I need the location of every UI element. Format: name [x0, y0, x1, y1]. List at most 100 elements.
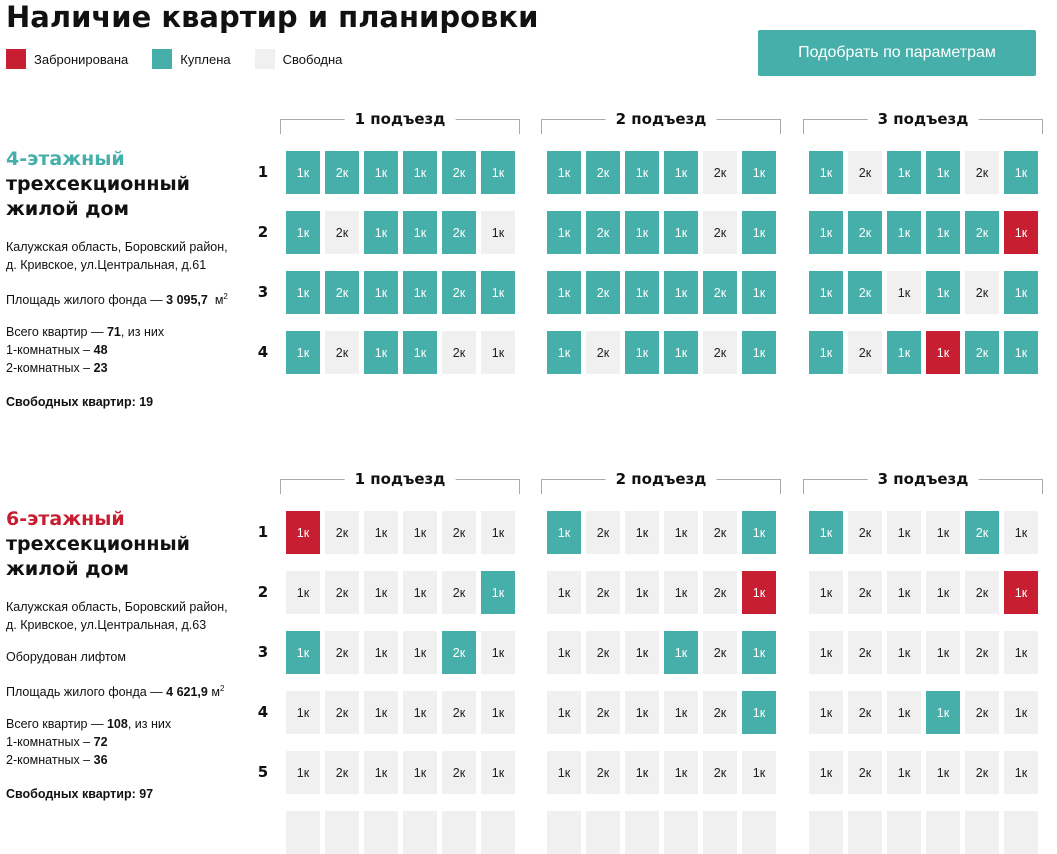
apartment-cell-free[interactable]: 1к — [481, 511, 515, 554]
apartment-cell-free[interactable] — [848, 811, 882, 854]
apartment-cell-free[interactable]: 1к — [887, 691, 921, 734]
apartment-cell-free[interactable]: 1к — [926, 751, 960, 794]
apartment-cell-bought[interactable]: 1к — [1004, 151, 1038, 194]
apartment-cell-free[interactable]: 1к — [547, 571, 581, 614]
apartment-cell-bought[interactable]: 1к — [809, 511, 843, 554]
apartment-cell-bought[interactable]: 1к — [926, 151, 960, 194]
apartment-cell-free[interactable]: 2к — [586, 751, 620, 794]
apartment-cell-bought[interactable]: 1к — [664, 211, 698, 254]
pick-by-parameters-button[interactable]: Подобрать по параметрам — [758, 30, 1036, 76]
apartment-cell-bought[interactable]: 2к — [965, 211, 999, 254]
apartment-cell-free[interactable]: 2к — [848, 691, 882, 734]
apartment-cell-free[interactable]: 1к — [887, 571, 921, 614]
apartment-cell-free[interactable]: 1к — [887, 751, 921, 794]
apartment-cell-free[interactable]: 1к — [887, 271, 921, 314]
apartment-cell-bought[interactable]: 1к — [286, 211, 320, 254]
apartment-cell-free[interactable]: 1к — [664, 751, 698, 794]
apartment-cell-free[interactable]: 1к — [481, 331, 515, 374]
apartment-cell-booked[interactable]: 1к — [742, 571, 776, 614]
apartment-cell-bought[interactable]: 1к — [664, 271, 698, 314]
apartment-cell-free[interactable]: 1к — [664, 511, 698, 554]
apartment-cell-free[interactable]: 1к — [625, 511, 659, 554]
apartment-cell-bought[interactable]: 2к — [586, 211, 620, 254]
apartment-cell-bought[interactable]: 1к — [286, 331, 320, 374]
apartment-cell-free[interactable]: 1к — [481, 691, 515, 734]
apartment-cell-free[interactable]: 1к — [403, 631, 437, 674]
apartment-cell-free[interactable]: 1к — [364, 511, 398, 554]
apartment-cell-bought[interactable]: 1к — [887, 211, 921, 254]
apartment-cell-bought[interactable]: 1к — [809, 331, 843, 374]
apartment-cell-bought[interactable]: 1к — [481, 571, 515, 614]
apartment-cell-bought[interactable]: 1к — [403, 271, 437, 314]
apartment-cell-free[interactable]: 1к — [547, 691, 581, 734]
apartment-cell-free[interactable]: 1к — [364, 691, 398, 734]
apartment-cell-bought[interactable]: 1к — [664, 151, 698, 194]
apartment-cell-bought[interactable]: 2к — [965, 511, 999, 554]
apartment-cell-free[interactable]: 2к — [703, 331, 737, 374]
apartment-cell-booked[interactable]: 1к — [1004, 571, 1038, 614]
apartment-cell-booked[interactable]: 1к — [286, 511, 320, 554]
apartment-cell-free[interactable]: 1к — [809, 631, 843, 674]
apartment-cell-free[interactable] — [364, 811, 398, 854]
apartment-cell-bought[interactable]: 1к — [887, 331, 921, 374]
apartment-cell-bought[interactable]: 1к — [481, 271, 515, 314]
apartment-cell-bought[interactable]: 1к — [809, 211, 843, 254]
apartment-cell-free[interactable]: 1к — [364, 751, 398, 794]
apartment-cell-free[interactable] — [1004, 811, 1038, 854]
apartment-cell-booked[interactable]: 1к — [926, 331, 960, 374]
apartment-cell-free[interactable]: 1к — [664, 691, 698, 734]
apartment-cell-free[interactable] — [403, 811, 437, 854]
apartment-cell-free[interactable]: 1к — [1004, 691, 1038, 734]
apartment-cell-free[interactable]: 2к — [703, 571, 737, 614]
apartment-cell-bought[interactable]: 1к — [664, 631, 698, 674]
apartment-cell-free[interactable]: 2к — [325, 331, 359, 374]
apartment-cell-free[interactable]: 2к — [965, 571, 999, 614]
apartment-cell-free[interactable]: 2к — [965, 631, 999, 674]
apartment-cell-free[interactable] — [965, 811, 999, 854]
apartment-cell-free[interactable] — [742, 811, 776, 854]
apartment-cell-bought[interactable]: 2к — [325, 151, 359, 194]
apartment-cell-bought[interactable]: 1к — [481, 151, 515, 194]
apartment-cell-free[interactable]: 2к — [703, 691, 737, 734]
apartment-cell-bought[interactable]: 1к — [547, 151, 581, 194]
apartment-cell-free[interactable]: 1к — [887, 511, 921, 554]
apartment-cell-bought[interactable]: 1к — [364, 271, 398, 314]
apartment-cell-free[interactable]: 2к — [703, 751, 737, 794]
apartment-cell-bought[interactable]: 1к — [742, 631, 776, 674]
apartment-cell-bought[interactable]: 1к — [742, 511, 776, 554]
apartment-cell-free[interactable]: 1к — [481, 631, 515, 674]
apartment-cell-free[interactable]: 1к — [625, 751, 659, 794]
apartment-cell-free[interactable]: 1к — [403, 571, 437, 614]
apartment-cell-free[interactable]: 2к — [442, 751, 476, 794]
apartment-cell-free[interactable]: 2к — [325, 631, 359, 674]
apartment-cell-free[interactable]: 2к — [586, 571, 620, 614]
apartment-cell-bought[interactable]: 2к — [325, 271, 359, 314]
apartment-cell-free[interactable]: 1к — [286, 751, 320, 794]
apartment-cell-bought[interactable]: 1к — [625, 331, 659, 374]
apartment-cell-free[interactable] — [926, 811, 960, 854]
apartment-cell-bought[interactable]: 1к — [1004, 331, 1038, 374]
apartment-cell-bought[interactable]: 2к — [586, 151, 620, 194]
apartment-cell-free[interactable]: 2к — [965, 691, 999, 734]
apartment-cell-free[interactable] — [887, 811, 921, 854]
apartment-cell-free[interactable]: 2к — [848, 151, 882, 194]
apartment-cell-bought[interactable]: 1к — [403, 211, 437, 254]
apartment-cell-free[interactable]: 1к — [742, 751, 776, 794]
apartment-cell-bought[interactable]: 1к — [364, 211, 398, 254]
apartment-cell-free[interactable]: 2к — [703, 631, 737, 674]
apartment-cell-bought[interactable]: 2к — [703, 271, 737, 314]
apartment-cell-free[interactable]: 1к — [625, 571, 659, 614]
apartment-cell-bought[interactable]: 1к — [926, 271, 960, 314]
apartment-cell-bought[interactable]: 1к — [926, 691, 960, 734]
apartment-cell-booked[interactable]: 1к — [1004, 211, 1038, 254]
apartment-cell-free[interactable]: 1к — [926, 571, 960, 614]
apartment-cell-bought[interactable]: 1к — [742, 211, 776, 254]
apartment-cell-bought[interactable]: 1к — [286, 151, 320, 194]
apartment-cell-free[interactable]: 2к — [848, 631, 882, 674]
apartment-cell-bought[interactable]: 1к — [809, 271, 843, 314]
apartment-cell-free[interactable]: 1к — [403, 751, 437, 794]
apartment-cell-free[interactable]: 2к — [965, 751, 999, 794]
apartment-cell-free[interactable] — [625, 811, 659, 854]
apartment-cell-free[interactable]: 1к — [547, 751, 581, 794]
apartment-cell-bought[interactable]: 1к — [547, 211, 581, 254]
